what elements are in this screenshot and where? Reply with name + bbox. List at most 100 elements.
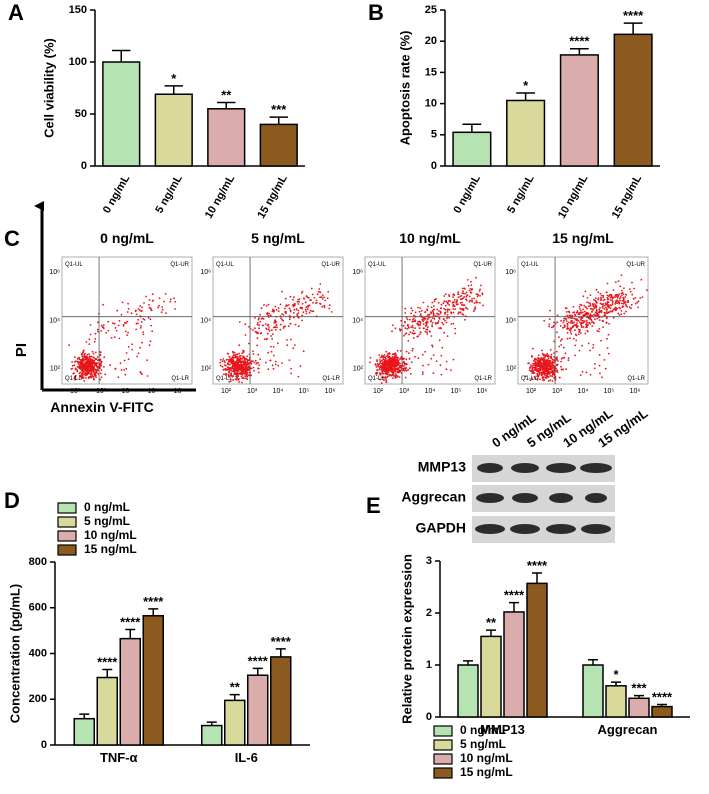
event-dot (595, 288, 598, 291)
event-dot (394, 364, 397, 367)
event-dot (560, 365, 562, 368)
event-dot (382, 356, 385, 359)
event-dot (560, 319, 562, 322)
event-dot (312, 310, 315, 313)
event-dot (580, 312, 583, 314)
event-dot (392, 366, 395, 368)
event-dot (586, 323, 589, 326)
event-dot (387, 367, 390, 370)
event-dot (464, 306, 467, 309)
event-dot (245, 373, 248, 376)
event-dot (556, 358, 558, 361)
event-dot (578, 349, 581, 352)
event-dot (553, 368, 555, 370)
event-dot (265, 328, 268, 330)
event-dot (323, 296, 325, 299)
y-tick-label: 150 (69, 4, 87, 16)
event-dot (148, 306, 151, 309)
event-dot (446, 314, 449, 316)
event-dot (432, 372, 435, 374)
event-dot (548, 364, 550, 366)
event-dot (549, 362, 552, 364)
x-tick-label: IL-6 (235, 750, 258, 765)
event-dot (419, 331, 422, 334)
event-dot (231, 363, 234, 365)
event-dot (252, 329, 255, 331)
event-dot (392, 377, 394, 379)
event-dot (267, 323, 270, 326)
event-dot (255, 363, 257, 365)
event-dot (430, 335, 433, 337)
event-dot (564, 352, 567, 355)
event-dot (403, 365, 405, 368)
event-dot (618, 314, 621, 316)
event-dot (92, 371, 95, 373)
event-dot (556, 364, 558, 367)
event-dot (460, 308, 463, 311)
bar (247, 674, 269, 746)
event-dot (547, 376, 549, 378)
event-dot (622, 293, 625, 295)
event-dot (574, 333, 577, 336)
event-dot (287, 304, 290, 306)
event-dot (150, 308, 152, 311)
event-dot (627, 301, 630, 303)
y-axis-label: Apoptosis rate (%) (397, 31, 412, 146)
y-tick-label: 10⁶ (352, 269, 363, 276)
significance-label: **** (527, 558, 548, 573)
event-dot (564, 307, 567, 309)
error-bar (275, 648, 286, 657)
event-dot (556, 314, 559, 317)
y-tick-label: 10⁶ (49, 269, 60, 276)
event-dot (396, 365, 398, 367)
event-dot (608, 295, 610, 298)
event-dot (596, 317, 598, 320)
x-tick-label: 10⁵ (148, 388, 159, 395)
event-dot (398, 328, 401, 331)
event-dot (550, 357, 553, 360)
event-dot (616, 299, 618, 302)
event-dot (606, 308, 608, 311)
event-dot (229, 380, 232, 383)
event-dot (568, 329, 571, 332)
event-dot (109, 364, 111, 367)
x-tick-label: 10⁶ (325, 388, 336, 395)
event-dot (546, 352, 548, 355)
event-dot (219, 358, 222, 361)
event-dot (555, 350, 558, 353)
event-dot (224, 373, 227, 375)
y-tick-label: 10 (425, 98, 437, 110)
event-dot (402, 324, 405, 327)
event-dot (274, 363, 277, 366)
x-tick-label: MMP13 (480, 722, 525, 737)
event-dot (292, 312, 295, 314)
event-dot (84, 371, 87, 374)
x-tick-label: 10 ng/mL (203, 173, 238, 221)
event-dot (384, 376, 387, 378)
event-dot (431, 344, 433, 347)
event-dot (602, 296, 605, 299)
event-dot (547, 357, 550, 360)
event-dot (581, 322, 584, 325)
y-tick-label: 10² (201, 366, 212, 373)
event-dot (90, 355, 93, 358)
event-dot (250, 367, 253, 370)
event-dot (174, 300, 177, 303)
event-dot (88, 343, 91, 345)
event-dot (118, 337, 121, 340)
event-dot (382, 355, 385, 358)
event-dot (137, 318, 140, 321)
panel-label: E (366, 493, 381, 518)
event-dot (409, 331, 412, 333)
event-dot (603, 314, 606, 317)
event-dot (585, 319, 588, 322)
blot-band (476, 493, 504, 503)
event-dot (466, 294, 469, 296)
event-dot (448, 317, 450, 319)
event-dot (131, 343, 134, 346)
event-dot (543, 358, 546, 360)
legend-swatch (433, 767, 453, 779)
event-dot (283, 325, 285, 328)
event-dot (381, 359, 383, 362)
event-dot (268, 326, 270, 328)
